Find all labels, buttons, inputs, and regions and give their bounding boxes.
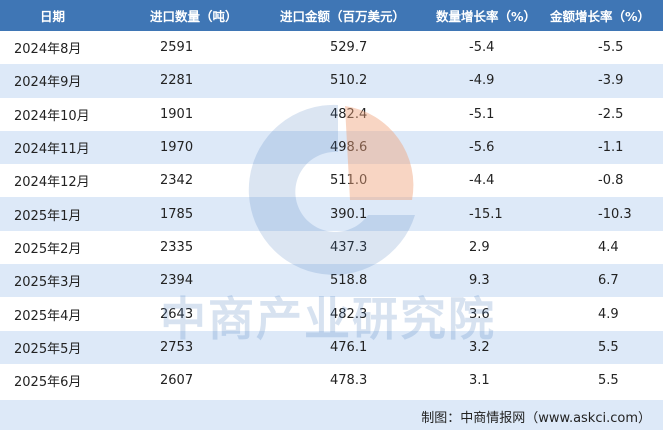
cell-amount: 529.7 [330, 40, 368, 56]
header-quantity-growth: 数量增长率（%） [436, 9, 537, 24]
cell-date: 2025年3月 [14, 275, 82, 291]
cell-amount-growth: 6.7 [598, 273, 619, 289]
cell-date: 2024年11月 [14, 142, 90, 158]
cell-date: 2025年2月 [14, 241, 82, 257]
table-row: 2025年3月 2394 518.8 9.3 6.7 [0, 264, 663, 298]
cell-date: 2024年9月 [14, 75, 82, 91]
cell-quantity-growth: -15.1 [469, 206, 503, 222]
cell-quantity: 2281 [160, 73, 194, 89]
table-row: 2024年8月 2591 529.7 -5.4 -5.5 [0, 31, 663, 65]
table-row: 2025年1月 1785 390.1 -15.1 -10.3 [0, 197, 663, 231]
table-row: 2024年12月 2342 511.0 -4.4 -0.8 [0, 164, 663, 198]
cell-quantity-growth: -5.4 [469, 40, 495, 56]
table-row: 2025年2月 2335 437.3 2.9 4.4 [0, 230, 663, 265]
cell-amount: 518.8 [330, 273, 368, 289]
cell-date: 2024年12月 [14, 175, 90, 191]
header-amount: 进口金额（百万美元） [280, 9, 406, 24]
cell-quantity-growth: 3.6 [469, 306, 490, 322]
cell-quantity-growth: 9.3 [469, 273, 490, 289]
cell-amount-growth: -5.5 [598, 40, 624, 56]
cell-amount-growth: -10.3 [598, 206, 632, 222]
cell-quantity: 2342 [160, 173, 194, 189]
cell-quantity-growth: -4.4 [469, 173, 495, 189]
table-header-row: 日期 进口数量（吨） 进口金额（百万美元） 数量增长率（%） 金额增长率（%） [0, 0, 663, 31]
cell-quantity-growth: -4.9 [469, 73, 495, 89]
cell-quantity: 2335 [160, 239, 194, 255]
cell-amount-growth: 5.5 [598, 339, 619, 355]
cell-amount: 482.3 [330, 306, 368, 322]
cell-date: 2025年1月 [14, 208, 82, 224]
cell-amount: 510.2 [330, 73, 368, 89]
cell-date: 2024年8月 [14, 42, 82, 58]
header-date: 日期 [40, 9, 66, 24]
cell-date: 2025年6月 [14, 375, 82, 391]
cell-amount-growth: 4.4 [598, 239, 619, 255]
cell-date: 2025年4月 [14, 308, 82, 324]
cell-quantity-growth: 3.2 [469, 339, 490, 355]
cell-quantity-growth: -5.1 [469, 106, 495, 122]
source-text: 制图：中商情报网（www.askci.com） [421, 411, 651, 426]
cell-amount-growth: -0.8 [598, 173, 624, 189]
cell-quantity: 2643 [160, 306, 194, 322]
cell-quantity: 2394 [160, 273, 194, 289]
header-quantity: 进口数量（吨） [150, 9, 238, 24]
cell-quantity: 1970 [160, 140, 194, 156]
cell-quantity-growth: 2.9 [469, 239, 490, 255]
header-amount-growth: 金额增长率（%） [550, 9, 651, 24]
cell-amount: 476.1 [330, 339, 368, 355]
cell-amount-growth: -2.5 [598, 106, 624, 122]
cell-amount: 511.0 [330, 173, 368, 189]
cell-quantity-growth: 3.1 [469, 373, 490, 389]
data-table: 日期 进口数量（吨） 进口金额（百万美元） 数量增长率（%） 金额增长率（%） … [0, 0, 663, 398]
cell-amount-growth: -1.1 [598, 140, 624, 156]
table-row: 2025年6月 2607 478.3 3.1 5.5 [0, 363, 663, 398]
cell-quantity: 1785 [160, 206, 194, 222]
table-row: 2025年5月 2753 476.1 3.2 5.5 [0, 330, 663, 364]
cell-quantity: 2607 [160, 373, 194, 389]
cell-date: 2024年10月 [14, 108, 90, 124]
cell-amount-growth: 5.5 [598, 373, 619, 389]
cell-quantity-growth: -5.6 [469, 140, 495, 156]
source-footer: 制图：中商情报网（www.askci.com） [0, 400, 663, 430]
cell-amount-growth: -3.9 [598, 73, 624, 89]
cell-date: 2025年5月 [14, 341, 82, 357]
table-row: 2024年11月 1970 498.6 -5.6 -1.1 [0, 130, 663, 165]
cell-amount: 482.4 [330, 106, 368, 122]
cell-amount: 478.3 [330, 373, 368, 389]
table-row: 2024年9月 2281 510.2 -4.9 -3.9 [0, 64, 663, 98]
cell-amount: 437.3 [330, 239, 368, 255]
cell-quantity: 2753 [160, 339, 194, 355]
table-row: 2024年10月 1901 482.4 -5.1 -2.5 [0, 97, 663, 131]
cell-quantity: 1901 [160, 106, 194, 122]
cell-amount: 498.6 [330, 140, 368, 156]
cell-quantity: 2591 [160, 40, 194, 56]
table-row: 2025年4月 2643 482.3 3.6 4.9 [0, 297, 663, 331]
cell-amount-growth: 4.9 [598, 306, 619, 322]
cell-amount: 390.1 [330, 206, 368, 222]
